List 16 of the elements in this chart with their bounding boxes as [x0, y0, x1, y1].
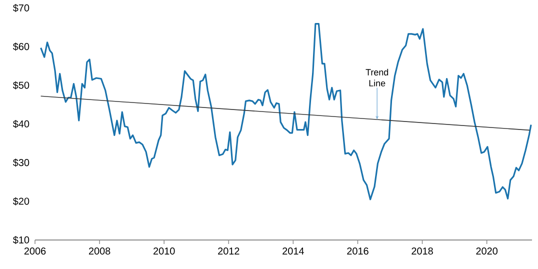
- y-tick-label: $70: [12, 4, 30, 12]
- x-tick-label: 2020: [476, 248, 498, 255]
- y-tick-label: $40: [12, 120, 30, 128]
- x-tick-label: 2016: [347, 248, 368, 255]
- y-tick-label: $10: [12, 236, 30, 244]
- y-tick-label: $60: [12, 42, 30, 51]
- x-tick-label: 2014: [282, 248, 304, 255]
- x-tick-label: 2010: [154, 248, 175, 255]
- annotation: Trend Line: [366, 68, 388, 86]
- x-tick-label: 2018: [412, 248, 433, 255]
- x-tick-label: 2012: [218, 248, 240, 255]
- y-tick-label: $30: [12, 158, 30, 167]
- x-tick-label: 2006: [24, 248, 46, 255]
- y-tick-label: $50: [12, 81, 30, 90]
- x-tick-label: 2008: [88, 248, 110, 255]
- y-tick-label: $20: [12, 197, 30, 206]
